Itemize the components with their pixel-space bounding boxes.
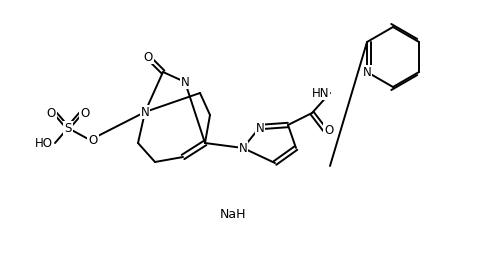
Text: N: N — [239, 141, 247, 155]
Text: O: O — [80, 106, 89, 119]
Text: HO: HO — [35, 136, 53, 149]
Text: NaH: NaH — [220, 208, 246, 221]
Text: O: O — [46, 106, 55, 119]
Text: S: S — [64, 121, 72, 134]
Text: O: O — [143, 51, 153, 63]
Text: O: O — [324, 124, 333, 136]
Text: O: O — [88, 133, 98, 147]
Text: N: N — [181, 76, 190, 89]
Text: HN: HN — [312, 87, 329, 99]
Text: N: N — [256, 121, 264, 134]
Text: N: N — [140, 105, 149, 119]
Text: N: N — [363, 66, 371, 78]
